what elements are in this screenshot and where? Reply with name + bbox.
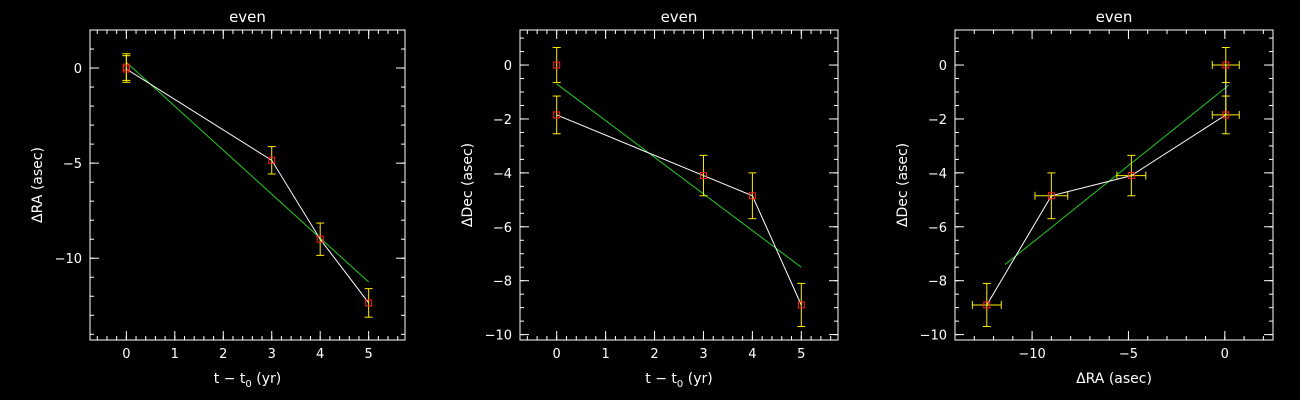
x-tick-label: 3 <box>699 347 707 362</box>
data-point <box>364 288 373 318</box>
chart-title: even <box>1096 8 1133 26</box>
x-axis-label-main: t − t <box>645 371 677 387</box>
data-line <box>556 114 802 306</box>
chart-title: even <box>229 8 266 26</box>
square-marker <box>122 65 130 73</box>
x-tick-label: 1 <box>601 347 609 362</box>
square-marker <box>797 301 805 309</box>
y-tick-label: 0 <box>504 59 512 74</box>
x-tick-label: 0 <box>122 347 130 362</box>
y-tick-label: −2 <box>928 113 947 128</box>
square-marker <box>553 61 561 69</box>
x-tick-label: 3 <box>268 347 276 362</box>
y-tick-label: −10 <box>485 329 512 344</box>
plot-frame <box>954 29 1274 341</box>
data-line <box>986 65 1227 306</box>
square-marker <box>1222 61 1230 69</box>
square-marker <box>983 301 991 309</box>
x-tick-label: 4 <box>748 347 756 362</box>
data-point <box>971 282 1002 328</box>
y-tick-label: −5 <box>63 157 82 172</box>
x-axis-label-main: ΔRA (asec) <box>1076 371 1152 387</box>
data-point <box>122 55 131 83</box>
plot-frame <box>89 29 406 341</box>
x-tick-label: −10 <box>1018 347 1045 362</box>
square-marker <box>748 192 756 200</box>
data-point <box>1034 172 1069 220</box>
x-tick-label: 2 <box>650 347 658 362</box>
x-axis-label-suffix: (yr) <box>252 371 281 387</box>
y-axis-label: ΔRA (asec) <box>30 147 46 223</box>
y-tick-label: −4 <box>493 167 512 182</box>
square-marker <box>316 235 324 243</box>
data-point <box>552 95 561 135</box>
x-tick-label: −5 <box>1119 347 1138 362</box>
square-marker <box>1127 172 1135 180</box>
x-tick-label: 4 <box>316 347 324 362</box>
fit-line <box>126 61 369 283</box>
x-axis-label-subscript: 0 <box>245 379 251 390</box>
data-point <box>552 47 561 84</box>
x-axis-label: t − t0 (yr) <box>214 371 281 390</box>
x-tick-label: 0 <box>1221 347 1229 362</box>
square-marker <box>1047 192 1055 200</box>
x-axis-label: t − t0 (yr) <box>645 371 712 390</box>
y-tick-label: −2 <box>493 113 512 128</box>
x-tick-label: 5 <box>797 347 805 362</box>
x-tick-label: 1 <box>171 347 179 362</box>
y-tick-label: −10 <box>920 329 947 344</box>
data-point <box>316 222 325 256</box>
y-tick-label: −8 <box>493 275 512 290</box>
plot-frame <box>519 29 839 341</box>
y-axis-label: ΔDec (asec) <box>460 143 476 227</box>
square-marker <box>699 172 707 180</box>
y-axis-label: ΔDec (asec) <box>895 143 911 227</box>
y-tick-label: −8 <box>928 275 947 290</box>
data-point <box>1211 95 1240 135</box>
y-tick-label: 0 <box>939 59 947 74</box>
square-marker <box>1222 111 1230 119</box>
x-axis-label-suffix: (yr) <box>683 371 712 387</box>
y-tick-label: 0 <box>74 62 82 77</box>
x-axis-label-main: t − t <box>214 371 246 387</box>
y-tick-label: −6 <box>928 221 947 236</box>
x-axis-label-subscript: 0 <box>677 379 683 390</box>
chart-panel-3: even −10 −5 0 0 −2 −4 −6 −8 −10 ΔRA (asec) ΔDec (as… <box>895 8 1274 387</box>
chart-title: even <box>661 8 698 26</box>
data-line <box>125 67 370 304</box>
y-tick-label: −10 <box>55 252 82 267</box>
square-marker <box>268 156 276 164</box>
fit-line <box>556 83 802 268</box>
x-axis-label: ΔRA (asec) <box>1076 371 1152 387</box>
y-tick-label: −6 <box>493 221 512 236</box>
square-marker <box>553 111 561 119</box>
data-point <box>797 282 806 328</box>
data-point <box>1211 47 1240 84</box>
y-tick-label: −4 <box>928 167 947 182</box>
data-point <box>748 172 757 220</box>
data-point <box>699 154 708 197</box>
x-tick-label: 0 <box>553 347 561 362</box>
x-tick-label: 2 <box>219 347 227 362</box>
data-point <box>1116 154 1147 197</box>
data-point <box>267 146 276 175</box>
square-marker <box>365 299 373 307</box>
x-tick-label: 5 <box>365 347 373 362</box>
